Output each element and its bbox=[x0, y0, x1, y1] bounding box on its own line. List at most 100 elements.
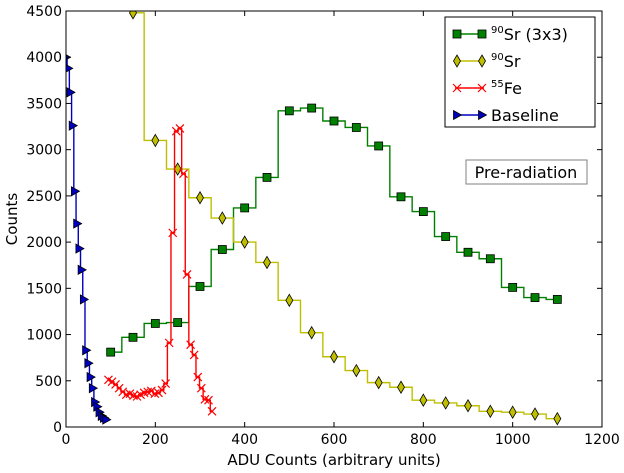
data-point bbox=[419, 393, 428, 407]
data-point bbox=[77, 264, 87, 276]
data-point bbox=[508, 405, 517, 420]
data-point bbox=[173, 162, 182, 176]
series-0 bbox=[106, 103, 562, 357]
data-point bbox=[193, 372, 203, 382]
y-tick-label: 4500 bbox=[26, 4, 62, 20]
y-tick-label: 500 bbox=[35, 374, 62, 390]
legend-label: 55Fe bbox=[491, 79, 522, 98]
data-point bbox=[151, 133, 160, 148]
data-point bbox=[186, 340, 196, 350]
legend-marker bbox=[452, 83, 462, 93]
x-axis-label: ADU Counts (arbitrary units) bbox=[227, 451, 440, 469]
y-tick-label: 1000 bbox=[26, 328, 62, 344]
data-point bbox=[207, 406, 217, 416]
data-point bbox=[79, 294, 90, 305]
data-point bbox=[553, 411, 562, 426]
data-point bbox=[374, 141, 384, 151]
data-point bbox=[441, 396, 450, 410]
data-point bbox=[441, 232, 451, 241]
legend-marker bbox=[478, 54, 486, 68]
data-point bbox=[82, 345, 92, 356]
data-point bbox=[189, 350, 199, 360]
data-point bbox=[418, 207, 428, 217]
data-point bbox=[150, 319, 160, 328]
data-point bbox=[307, 103, 317, 113]
data-point bbox=[157, 385, 167, 395]
data-point bbox=[179, 169, 188, 179]
data-point bbox=[374, 375, 383, 390]
legend-marker bbox=[453, 109, 463, 121]
data-point bbox=[195, 282, 205, 291]
legend-label-text: Fe bbox=[504, 79, 522, 98]
data-point bbox=[351, 123, 361, 132]
data-point bbox=[218, 211, 227, 225]
data-point bbox=[182, 270, 192, 279]
data-point bbox=[485, 254, 495, 264]
data-point bbox=[240, 235, 249, 249]
y-tick-label: 0 bbox=[53, 420, 62, 436]
data-point bbox=[71, 186, 81, 197]
annotation-frame bbox=[465, 159, 588, 185]
data-point bbox=[262, 172, 272, 182]
x-tick-label: 1000 bbox=[495, 432, 531, 448]
data-point bbox=[68, 120, 79, 131]
data-point bbox=[284, 106, 294, 116]
legend-marker bbox=[478, 109, 488, 121]
y-tick-label: 3500 bbox=[26, 96, 62, 112]
legend-label-text: Sr (3x3) bbox=[504, 25, 568, 44]
axis-layer: 0 200 400 600 800 1000 1200 0 500 1000 1500 2000 250… bbox=[26, 4, 619, 448]
annotation-text: Pre-radiation bbox=[475, 163, 578, 182]
data-point bbox=[463, 247, 473, 257]
data-point bbox=[217, 245, 227, 254]
legend-label-text: Sr bbox=[504, 52, 521, 71]
data-point bbox=[73, 218, 83, 229]
data-point bbox=[106, 347, 116, 357]
data-point bbox=[285, 293, 294, 308]
data-point bbox=[129, 11, 137, 20]
data-point bbox=[84, 358, 94, 369]
data-point bbox=[486, 404, 495, 419]
x-tick-label: 600 bbox=[321, 432, 348, 448]
data-point bbox=[88, 382, 99, 394]
data-point bbox=[128, 332, 138, 342]
data-point bbox=[102, 414, 112, 425]
legend-label-superscript: 55 bbox=[491, 79, 504, 90]
series-2 bbox=[104, 123, 217, 416]
data-point bbox=[396, 192, 406, 202]
x-tick-label: 200 bbox=[142, 432, 169, 448]
series-3 bbox=[66, 54, 112, 425]
data-point bbox=[352, 363, 361, 378]
series-layer bbox=[66, 11, 562, 426]
legend-label-superscript: 90 bbox=[491, 52, 504, 63]
data-point bbox=[75, 243, 85, 254]
data-point bbox=[307, 325, 316, 340]
data-point bbox=[330, 349, 338, 364]
legend-marker bbox=[453, 54, 461, 68]
data-point bbox=[161, 379, 171, 388]
data-point bbox=[175, 123, 185, 133]
series-1 bbox=[129, 11, 562, 426]
data-point bbox=[204, 395, 213, 405]
data-point bbox=[173, 318, 183, 327]
x-tick-label: 0 bbox=[62, 432, 71, 448]
y-tick-label: 2500 bbox=[26, 189, 62, 205]
data-point bbox=[263, 255, 271, 270]
x-tick-label: 800 bbox=[410, 432, 437, 448]
data-point bbox=[397, 380, 405, 395]
y-tick-label: 2000 bbox=[26, 235, 62, 251]
data-point bbox=[164, 338, 174, 348]
data-point bbox=[196, 190, 204, 205]
data-point bbox=[464, 398, 472, 413]
legend-label: 90Sr (3x3) bbox=[491, 25, 568, 44]
data-point bbox=[66, 64, 74, 73]
data-point bbox=[508, 283, 518, 292]
legend-box bbox=[444, 16, 596, 128]
data-point bbox=[86, 371, 96, 383]
data-point bbox=[66, 87, 76, 98]
legend-marker bbox=[477, 29, 487, 39]
data-point bbox=[530, 293, 540, 302]
legend-marker bbox=[477, 83, 487, 93]
